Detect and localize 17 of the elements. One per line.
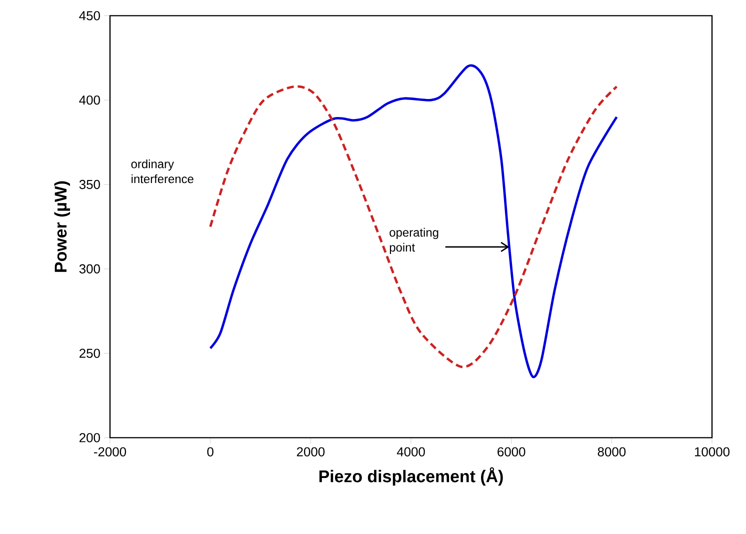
x-tick-label: -2000 bbox=[94, 447, 126, 456]
x-tick-label: 10000 bbox=[694, 447, 730, 456]
annotation: operating point bbox=[390, 228, 438, 254]
y-tick-label: 250 bbox=[80, 348, 100, 358]
x-tick-label: 6000 bbox=[498, 447, 526, 456]
y-tick-label: 200 bbox=[80, 433, 100, 442]
y-axis-title: Power (µW) bbox=[54, 181, 70, 272]
x-tick-label: 8000 bbox=[598, 447, 626, 456]
x-tick-label: 2000 bbox=[296, 447, 325, 456]
x-tick-label: 4000 bbox=[396, 447, 425, 456]
x-axis-title: Piezo displacement (Å) bbox=[319, 467, 503, 486]
y-tick-label: 350 bbox=[79, 180, 100, 190]
y-tick-label: 400 bbox=[79, 96, 100, 105]
y-tick-label: 300 bbox=[79, 264, 100, 274]
y-tick-label: 450 bbox=[79, 11, 100, 20]
x-tick-label: 0 bbox=[207, 447, 214, 456]
text: ordinary interference bbox=[131, 159, 194, 184]
